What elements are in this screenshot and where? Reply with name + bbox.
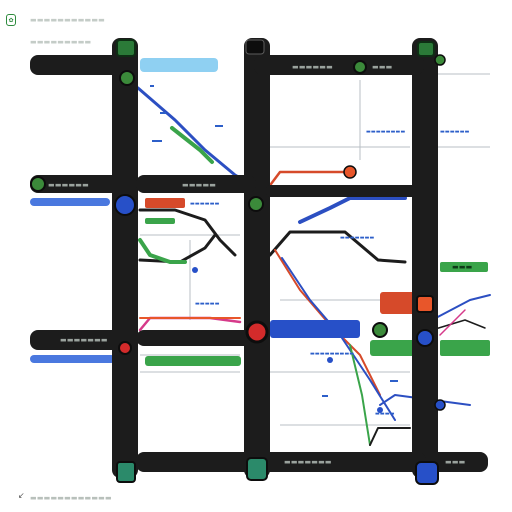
route-diagonal-green bbox=[349, 344, 371, 446]
note-g: ▬▬▬▬▬▬▬ bbox=[340, 235, 375, 241]
route-right-branch-2 bbox=[431, 319, 486, 331]
station-red-left bbox=[118, 341, 132, 355]
track-row-1-left bbox=[30, 55, 126, 75]
note-a: ▬▬▬▬▬▬▬▬ bbox=[366, 129, 406, 135]
bar-green-right bbox=[370, 340, 415, 356]
station-blue-bottom bbox=[415, 461, 439, 485]
station-orange-right bbox=[416, 295, 434, 313]
route-right-branch-3 bbox=[439, 309, 466, 336]
station-green-center bbox=[248, 196, 264, 212]
station-green-right-2 bbox=[434, 54, 446, 66]
label-right-green: ▬▬▬ bbox=[452, 263, 473, 271]
route-blue-lower bbox=[379, 394, 471, 406]
header-line-2: ▬▬▬▬▬▬▬▬▬ bbox=[30, 38, 92, 46]
bar-blue-left-2 bbox=[30, 355, 115, 363]
route-blue-line bbox=[136, 86, 260, 190]
station-green-bottom-1 bbox=[116, 461, 136, 483]
station-green-top-1 bbox=[116, 39, 136, 57]
station-green-mid-left bbox=[30, 176, 46, 192]
bar-blue-left-1 bbox=[30, 198, 110, 206]
route-dark-branch-3 bbox=[138, 233, 217, 264]
note-c: ▬▬▬▬▬▬ bbox=[190, 201, 220, 207]
station-green-right-mid bbox=[372, 322, 388, 338]
bar-green-far-right-2 bbox=[440, 340, 490, 356]
note-b: ▬▬▬▬▬▬ bbox=[440, 129, 470, 135]
note-e: ▬▬▬▬ bbox=[375, 411, 395, 417]
track-network bbox=[30, 38, 488, 478]
station-orange-mid bbox=[343, 165, 357, 179]
small-marks bbox=[150, 85, 398, 397]
note-d: ▬▬▬▬▬ bbox=[195, 301, 220, 307]
route-dark-lower bbox=[369, 427, 411, 446]
route-right-branch bbox=[431, 294, 491, 321]
station-blue-right-mid bbox=[416, 329, 434, 347]
station-small-mid-3 bbox=[327, 357, 333, 363]
stations bbox=[30, 39, 446, 485]
station-green-top-2 bbox=[119, 70, 135, 86]
route-green-curve bbox=[138, 238, 187, 264]
route-green-line bbox=[170, 126, 214, 164]
station-red-center bbox=[245, 320, 269, 344]
route-dark-branch-2 bbox=[268, 230, 407, 264]
station-small-mid-2 bbox=[377, 407, 383, 413]
arrow-left-icon: ↙ bbox=[18, 491, 25, 500]
route-red-line bbox=[266, 170, 352, 190]
track-vertical-3 bbox=[412, 38, 438, 478]
route-bars bbox=[30, 198, 490, 366]
track-row-3-mid bbox=[136, 330, 256, 346]
label-mid-center: ▬▬▬▬▬ bbox=[182, 181, 217, 189]
footer-text: ▬▬▬▬▬▬▬▬▬▬▬▬ bbox=[30, 494, 112, 502]
route-dark-branch-1 bbox=[138, 208, 237, 257]
label-bottom-right: ▬▬▬ bbox=[445, 458, 466, 466]
track-vertical-2 bbox=[244, 38, 270, 478]
route-diagonal-blue bbox=[281, 257, 396, 421]
track-row-4-right bbox=[430, 452, 488, 472]
bar-green-mid-2 bbox=[145, 218, 175, 224]
station-small-mid bbox=[192, 267, 198, 273]
label-bottom-mid: ▬▬▬▬▬▬▬ bbox=[284, 458, 332, 466]
label-row3-left: ▬▬▬▬▬▬▬ bbox=[60, 336, 108, 344]
track-row-2-right bbox=[266, 185, 416, 197]
bar-green-mid bbox=[145, 356, 241, 366]
station-blue-lower-right bbox=[434, 399, 446, 411]
label-mid-left: ▬▬▬▬▬▬ bbox=[48, 181, 89, 189]
track-row-2-mid bbox=[136, 175, 256, 193]
station-dark-top-mid bbox=[245, 39, 265, 55]
bar-red-mid bbox=[145, 198, 185, 208]
leaf-icon: ✿ bbox=[6, 14, 16, 26]
route-cyan-segment bbox=[140, 58, 218, 72]
track-row-3-left bbox=[30, 330, 126, 350]
station-green-right-1 bbox=[353, 60, 367, 74]
label-right-top-small: ▬▬▬ bbox=[372, 63, 393, 71]
track-vertical-1 bbox=[112, 38, 138, 478]
reference-lines bbox=[140, 73, 490, 426]
route-blue-line-2 bbox=[298, 196, 407, 224]
station-blue-left bbox=[114, 194, 136, 216]
track-row-4 bbox=[136, 452, 426, 472]
bar-red-right bbox=[380, 292, 415, 314]
header-line-1: ▬▬▬▬▬▬▬▬▬▬▬ bbox=[30, 16, 105, 24]
station-green-bottom-2 bbox=[246, 457, 268, 481]
note-f: ▬▬▬▬▬▬▬▬▬ bbox=[310, 351, 355, 357]
station-green-top-right bbox=[417, 41, 435, 57]
bar-green-far-right bbox=[440, 262, 488, 272]
track-row-1-right bbox=[254, 55, 424, 75]
label-top-mid: ▬▬▬▬▬▬ bbox=[292, 63, 333, 71]
route-lines bbox=[136, 58, 491, 446]
track-row-2-left bbox=[30, 175, 126, 193]
bar-blue-right bbox=[270, 320, 360, 338]
